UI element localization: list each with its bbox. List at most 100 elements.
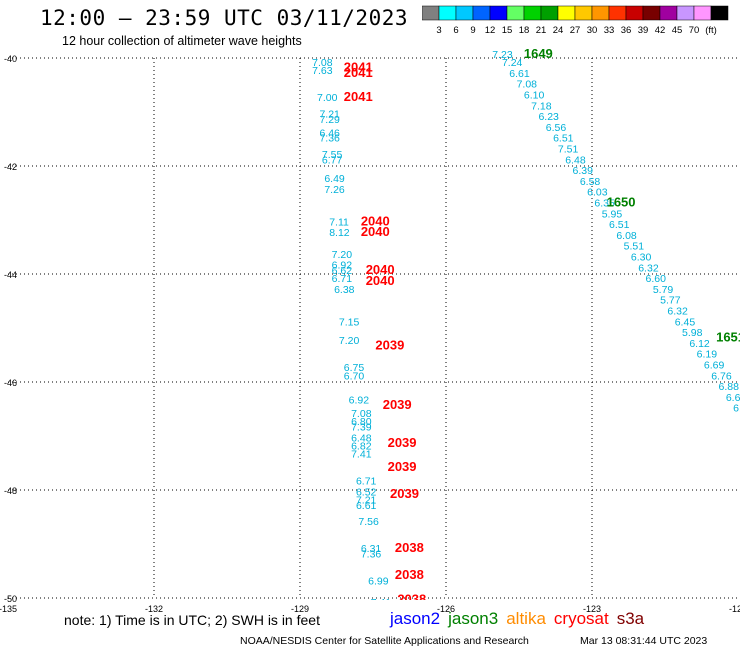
swh-value-label: 6.92	[349, 395, 370, 407]
legend-item-jason2: jason2	[390, 609, 441, 628]
swh-value-label: 6.38	[334, 284, 355, 296]
swh-value-label: 7.21	[319, 108, 340, 120]
lat-tick-label: -40	[4, 54, 17, 64]
swh-value-label: 6.58	[580, 176, 601, 188]
scale-label: 39	[638, 25, 649, 36]
swh-value-label: 7.26	[324, 184, 345, 196]
scale-label: 15	[502, 25, 513, 36]
legend-item-cryosat: cryosat	[553, 609, 609, 628]
pass-time-label: 2039	[390, 486, 419, 501]
scale-label: (ft)	[705, 25, 717, 36]
swh-value-label: 6.76	[711, 370, 732, 382]
swh-value-label: 7.18	[531, 100, 552, 112]
swh-value-label: 6.62	[332, 265, 353, 277]
pass-time-label: 2038	[395, 540, 424, 555]
swh-value-label: 5.79	[653, 284, 674, 296]
credit-text: NOAA/NESDIS Center for Satellite Applica…	[240, 635, 529, 647]
lat-tick-label: -42	[4, 162, 17, 172]
lat-tick-label: -44	[4, 270, 17, 280]
scale-label: 33	[604, 25, 615, 36]
scale-label: 24	[553, 25, 564, 36]
scale-label: 9	[470, 25, 475, 36]
lon-tick-label: -135	[0, 604, 17, 614]
lon-tick-label: -126	[437, 604, 455, 614]
swh-value-label: 6.61	[509, 68, 530, 80]
swh-value-label: 6.46	[319, 127, 340, 139]
swh-value-label: 6.51	[609, 219, 630, 231]
swh-value-label: 7.20	[332, 249, 353, 261]
satellite-legend: jason2 jason3 altika cryosat s3a	[390, 609, 652, 629]
swh-value-label: 7.29	[319, 114, 340, 126]
swh-value-label: 7.23	[492, 49, 513, 61]
pass-time-label: 2039	[383, 397, 412, 412]
pass-time-label: 2041	[344, 89, 373, 104]
pass-time-label: 1651	[716, 330, 740, 345]
pass-time-label: 1650	[607, 195, 636, 210]
pass-time-label: 2038	[395, 567, 424, 582]
scale-label: 45	[672, 25, 683, 36]
swh-value-label: 6.52	[356, 486, 377, 498]
swh-value-label: 6.71	[356, 476, 377, 488]
swh-value-label: 7.20	[339, 335, 360, 347]
swh-value-label: 7.63	[312, 65, 333, 77]
swh-value-label: 7.08	[517, 79, 538, 91]
swh-value-label: 6.97	[733, 403, 740, 415]
swh-value-label: 6.32	[638, 262, 659, 274]
swh-value-label: 6.88	[719, 381, 740, 393]
swh-value-label: 8.12	[329, 227, 350, 239]
swh-value-label: 6.75	[344, 362, 365, 374]
credit-timestamp: Mar 13 08:31:44 UTC 2023	[580, 635, 708, 647]
swh-value-label: 7.24	[502, 57, 523, 69]
lon-tick-label: -132	[145, 604, 163, 614]
swh-value-label: 7.51	[558, 144, 579, 156]
swh-value-label: 6.30	[631, 252, 652, 264]
swh-value-label: 6.56	[546, 122, 567, 134]
pass-time-label: 2040	[366, 273, 395, 288]
scale-label: 12	[485, 25, 496, 36]
swh-value-label: 6.19	[697, 349, 718, 361]
swh-value-label: 5.98	[682, 327, 703, 339]
scale-label: 70	[689, 25, 700, 36]
scale-label: 30	[587, 25, 598, 36]
swh-value-label: 6.64	[726, 392, 740, 404]
pass-time-label: 2040	[366, 262, 395, 277]
scale-label: 18	[519, 25, 530, 36]
swh-value-label: 5.77	[660, 295, 681, 307]
swh-value-label: 7.21	[356, 495, 377, 507]
swh-value-label: 6.23	[538, 111, 559, 123]
swh-value-label: 6.99	[368, 576, 389, 588]
swh-value-label: 6.82	[351, 441, 372, 453]
swh-value-label: 7.67	[371, 603, 392, 615]
scale-label: 6	[453, 25, 458, 36]
swh-value-label: 6.92	[332, 260, 353, 272]
page-title: 12:00 – 23:59 UTC 03/11/2023	[40, 6, 409, 30]
swh-value-label: 6.39	[573, 165, 594, 177]
swh-value-label: 7.00	[317, 92, 338, 104]
swh-value-label: 6.03	[587, 187, 608, 199]
swh-value-label: 7.36	[319, 133, 340, 145]
scale-label: 36	[621, 25, 632, 36]
lon-tick-label: -129	[291, 604, 309, 614]
pass-time-label: 2039	[388, 459, 417, 474]
lon-tick-label: -123	[583, 604, 601, 614]
swh-value-label: 5.95	[602, 208, 623, 220]
scale-label: 3	[436, 25, 441, 36]
swh-value-label: 6.49	[324, 173, 345, 185]
swh-value-label: 6.61	[356, 500, 377, 512]
lat-tick-label: -48	[4, 486, 17, 496]
pass-time-label: 2038	[397, 591, 426, 606]
swh-value-label: 7.11	[329, 216, 349, 228]
map-data-layer: 7.087.637.007.217.296.467.367.556.776.49…	[312, 46, 740, 615]
swh-value-label: 6.12	[689, 338, 710, 350]
lon-tick-label: -120	[729, 604, 740, 614]
swh-value-label: 7.15	[339, 316, 360, 328]
swh-value-label: 6.69	[704, 360, 725, 372]
swh-value-label: 7.41	[371, 597, 392, 609]
pass-time-label: 2041	[344, 65, 373, 80]
swh-value-label: 6.60	[646, 273, 667, 285]
swh-value-label: 5.51	[624, 241, 645, 253]
swh-value-label: 6.32	[667, 306, 688, 318]
swh-value-label: 7.56	[358, 516, 379, 528]
